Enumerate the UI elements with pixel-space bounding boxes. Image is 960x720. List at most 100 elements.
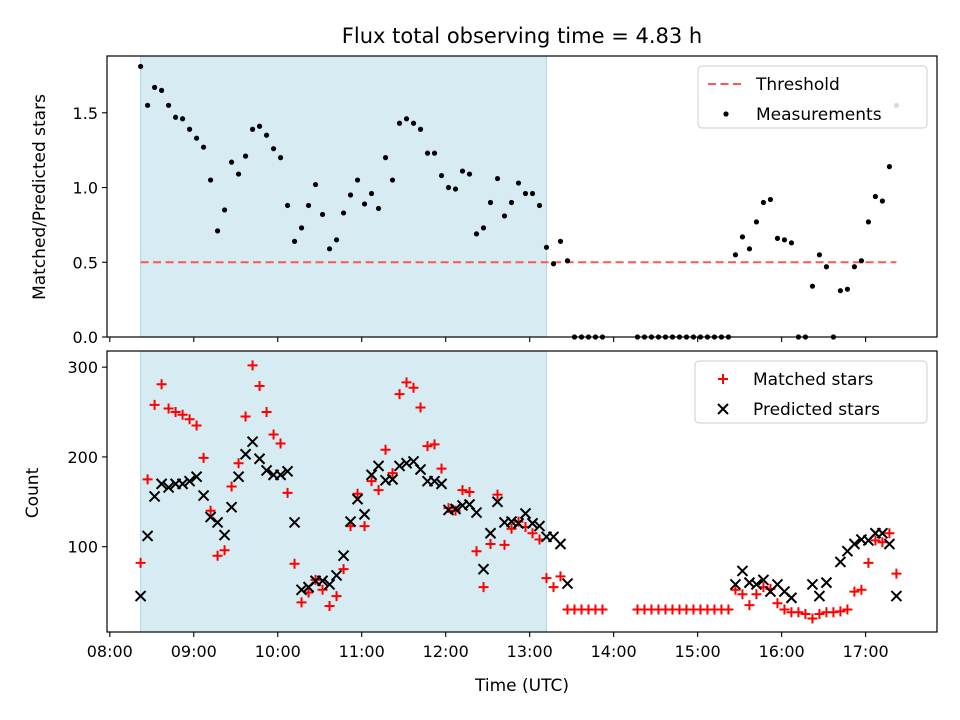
measurement-point (739, 234, 746, 240)
top-legend: Threshold Measurements (697, 65, 928, 129)
predicted-stars-point (337, 549, 350, 562)
measurement-point (137, 63, 144, 70)
bottom-axes-frame (106, 350, 938, 633)
matched-stars-point (359, 521, 370, 532)
predicted-stars-point (561, 577, 574, 590)
top-y-tick-label: 0.0 (73, 328, 98, 347)
matched-stars-point (233, 458, 244, 469)
predicted-stars-point (505, 515, 518, 528)
matched-stars-point (877, 537, 888, 548)
measurement-point (347, 192, 354, 198)
predicted-stars-point (806, 578, 819, 591)
measurement-point (319, 211, 326, 218)
matched-stars-point (352, 488, 363, 499)
predicted-stars-point (134, 590, 147, 602)
predicted-stars-point (414, 463, 427, 476)
predicted-stars-point (890, 590, 903, 602)
measurement-point (886, 164, 893, 170)
measurement-point (774, 235, 781, 241)
x-tick-label: 10:00 (255, 642, 301, 661)
matched-stars-point (541, 573, 552, 584)
matched-stars-point (464, 486, 475, 497)
predicted-stars-point (323, 578, 336, 591)
predicted-stars-point (876, 527, 889, 539)
matched-stars-point (226, 481, 237, 492)
matched-stars-point (212, 550, 223, 561)
measurement-point (165, 102, 172, 108)
predicted-stars-point (274, 469, 287, 481)
predicted-stars-point (477, 563, 490, 575)
matched-stars-point (408, 382, 419, 393)
measurement-point (193, 135, 200, 141)
predicted-stars-point (820, 576, 833, 589)
matched-stars-point (198, 452, 209, 463)
bottom-series-predicted-stars (134, 435, 903, 604)
matched-stars-point (338, 564, 349, 575)
predicted-stars-point (372, 460, 385, 472)
matched-stars-point (849, 586, 860, 597)
matched-stars-point (443, 503, 454, 514)
measurement-point (200, 144, 207, 150)
measurement-point (816, 252, 823, 258)
matched-stars-point (870, 535, 881, 546)
matched-stars-point (191, 420, 202, 431)
measurement-point (249, 126, 256, 132)
matched-stars-point (450, 505, 461, 516)
matched-stars-point (513, 516, 524, 527)
matched-stars-point (422, 441, 433, 452)
measurement-point (508, 199, 515, 206)
matched-stars-point (471, 546, 482, 557)
matched-stars-point (205, 505, 216, 516)
bottom-y-tick-label: 300 (67, 358, 98, 377)
measurement-point (263, 132, 270, 138)
matched-stars-point (597, 604, 608, 615)
matched-stars-point (807, 613, 818, 624)
measurement-point (221, 207, 228, 213)
measurement-point (284, 202, 291, 209)
matched-stars-point (891, 568, 902, 579)
matched-stars-point (394, 389, 405, 400)
x-tick-label: 17:00 (843, 642, 889, 661)
matched-stars-point (499, 539, 510, 550)
predicted-stars-point (218, 529, 231, 541)
measurement-point (361, 201, 368, 207)
measurement-point (242, 153, 249, 159)
matched-stars-point (282, 487, 293, 498)
measurement-point (228, 159, 235, 165)
predicted-stars-point (428, 475, 441, 487)
measurement-point (487, 199, 494, 206)
measurement-point (277, 155, 284, 161)
measurement-point (235, 171, 242, 177)
matched-stars-point (387, 468, 398, 479)
chart-title: Flux total observing time = 4.83 h (342, 24, 702, 48)
top-y-tick-label: 1.0 (73, 179, 98, 198)
measurement-point (396, 120, 403, 126)
measurement-point (382, 155, 389, 161)
predicted-stars-point (554, 538, 567, 550)
matched-stars-point (835, 606, 846, 617)
predicted-stars-point (246, 435, 259, 448)
matched-stars-point (240, 411, 251, 422)
predicted-stars-point (211, 516, 224, 529)
measurement-point (781, 237, 788, 243)
legend-label: Matched stars (753, 370, 873, 390)
matched-stars-point (506, 523, 517, 534)
predicted-stars-point (526, 517, 539, 530)
matched-stars-point (884, 528, 895, 539)
matched-stars-point (548, 582, 559, 593)
measurement-point (207, 177, 214, 183)
measurement-point (312, 181, 319, 188)
matched-stars-point (555, 571, 566, 582)
legend-measurements-swatch (723, 111, 729, 117)
bottom-y-tick-label: 200 (67, 448, 98, 467)
x-axis-label: Time (UTC) (474, 676, 569, 696)
matched-stars-point (814, 609, 825, 620)
measurement-point (214, 228, 221, 234)
measurement-point (788, 240, 795, 246)
measurement-point (333, 237, 340, 243)
matched-stars-point (149, 399, 160, 410)
predicted-stars-point (183, 475, 196, 487)
predicted-stars-point (197, 489, 210, 502)
predicted-stars-point (148, 490, 161, 503)
